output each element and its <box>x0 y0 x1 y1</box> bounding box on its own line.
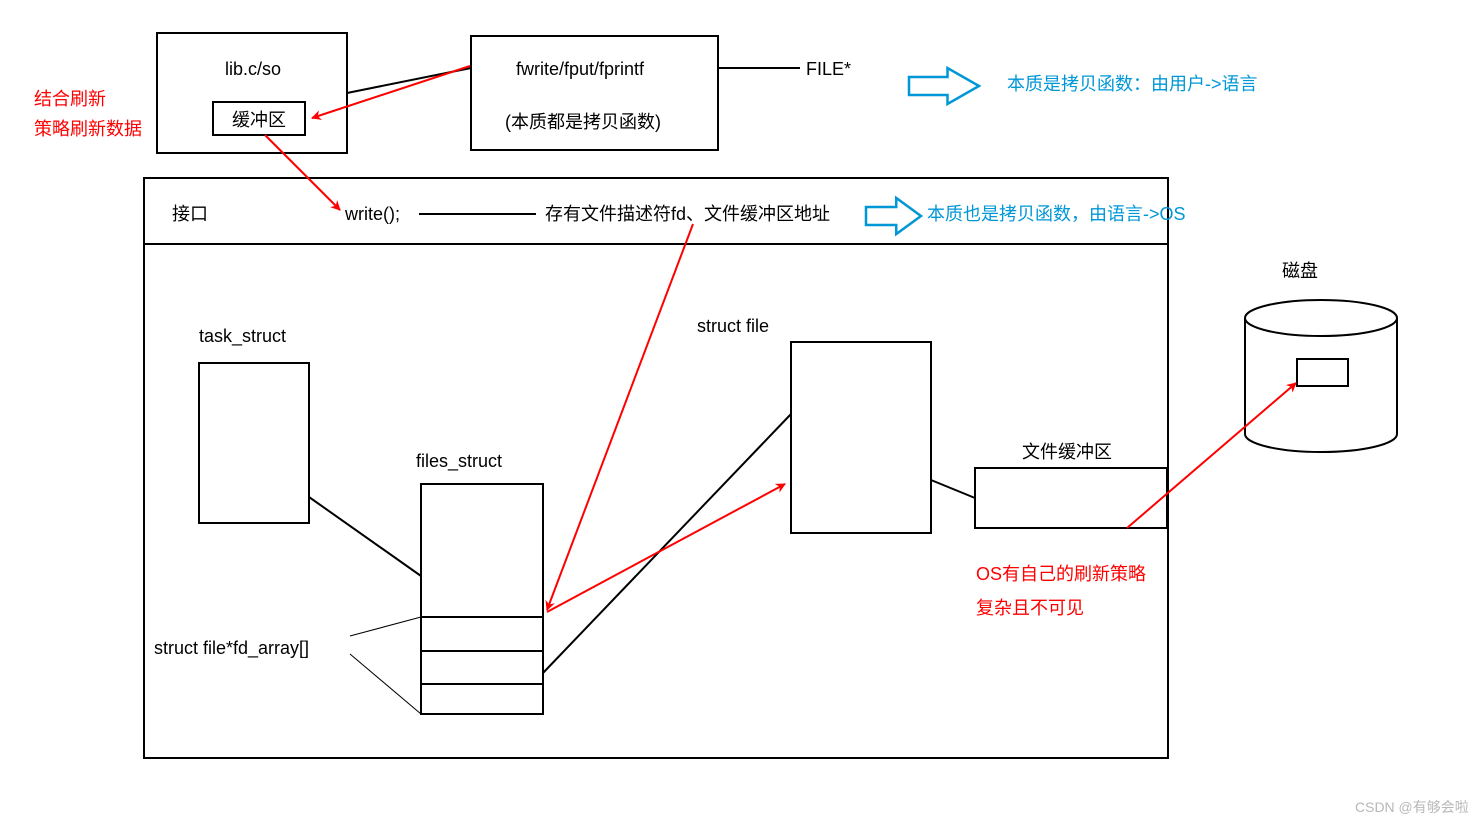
red-arrow-desc_to_fs <box>547 224 693 610</box>
disk-top <box>1245 300 1397 336</box>
label-file_buffer: 文件缓冲区 <box>1022 442 1112 462</box>
box-fs_row3 <box>421 684 543 714</box>
label-file_ptr: FILE* <box>806 59 851 79</box>
red-arrow-buf_to_disk <box>1127 383 1296 528</box>
label-task_struct: task_struct <box>199 326 286 347</box>
label-struct_file: struct file <box>697 316 769 336</box>
label-write_desc: 存有文件描述符fd、文件缓冲区地址 <box>545 204 830 224</box>
label-interface: 接口 <box>172 204 208 224</box>
diagram-canvas: lib.c/so 缓冲区 fwrite/fput/fprintf (本质都是拷贝函数)… <box>0 0 1483 822</box>
label-fwrite: fwrite/fput/fprintf <box>516 59 645 79</box>
label-libc: lib.c/so <box>225 59 281 79</box>
label-red1b: 策略刷新数据 <box>34 119 142 139</box>
label-blue2: 本质也是拷贝函数，由语言->OS <box>927 204 1186 224</box>
box-fwrite <box>471 36 718 150</box>
red-arrow-buffer_down <box>265 135 340 210</box>
line-fd_up <box>350 617 421 636</box>
box-struct_file <box>791 342 931 533</box>
line-file_buf <box>931 480 975 498</box>
label-write: write(); <box>344 204 400 224</box>
blue-arrow-top <box>909 68 979 104</box>
label-buffer: 缓冲区 <box>232 110 286 130</box>
label-blue1: 本质是拷贝函数：由用户->语言 <box>1007 74 1258 94</box>
box-files_struct <box>421 484 543 714</box>
box-task_struct <box>199 363 309 523</box>
box-fs_row2 <box>421 651 543 684</box>
line-fd_down <box>350 654 421 714</box>
label-fwrite_sub: (本质都是拷贝函数) <box>505 112 661 132</box>
label-red2b: 复杂且不可见 <box>976 598 1084 618</box>
red-arrow-to_buffer <box>312 66 470 118</box>
red-arrow-fs_to_file <box>547 484 785 612</box>
line-task_files <box>309 497 421 576</box>
blue-arrow-middle <box>866 198 921 234</box>
box-fs_row1 <box>421 617 543 651</box>
label-watermark: CSDN @有够会啦 <box>1355 799 1469 815</box>
box-disk_rect <box>1297 359 1348 386</box>
label-disk: 磁盘 <box>1282 261 1318 281</box>
label-red1a: 结合刷新 <box>34 89 106 109</box>
label-files_struct: files_struct <box>416 451 502 472</box>
label-red2a: OS有自己的刷新策略 <box>976 564 1146 584</box>
line-files_file1 <box>543 414 791 673</box>
label-fd_array: struct file*fd_array[] <box>154 638 309 659</box>
